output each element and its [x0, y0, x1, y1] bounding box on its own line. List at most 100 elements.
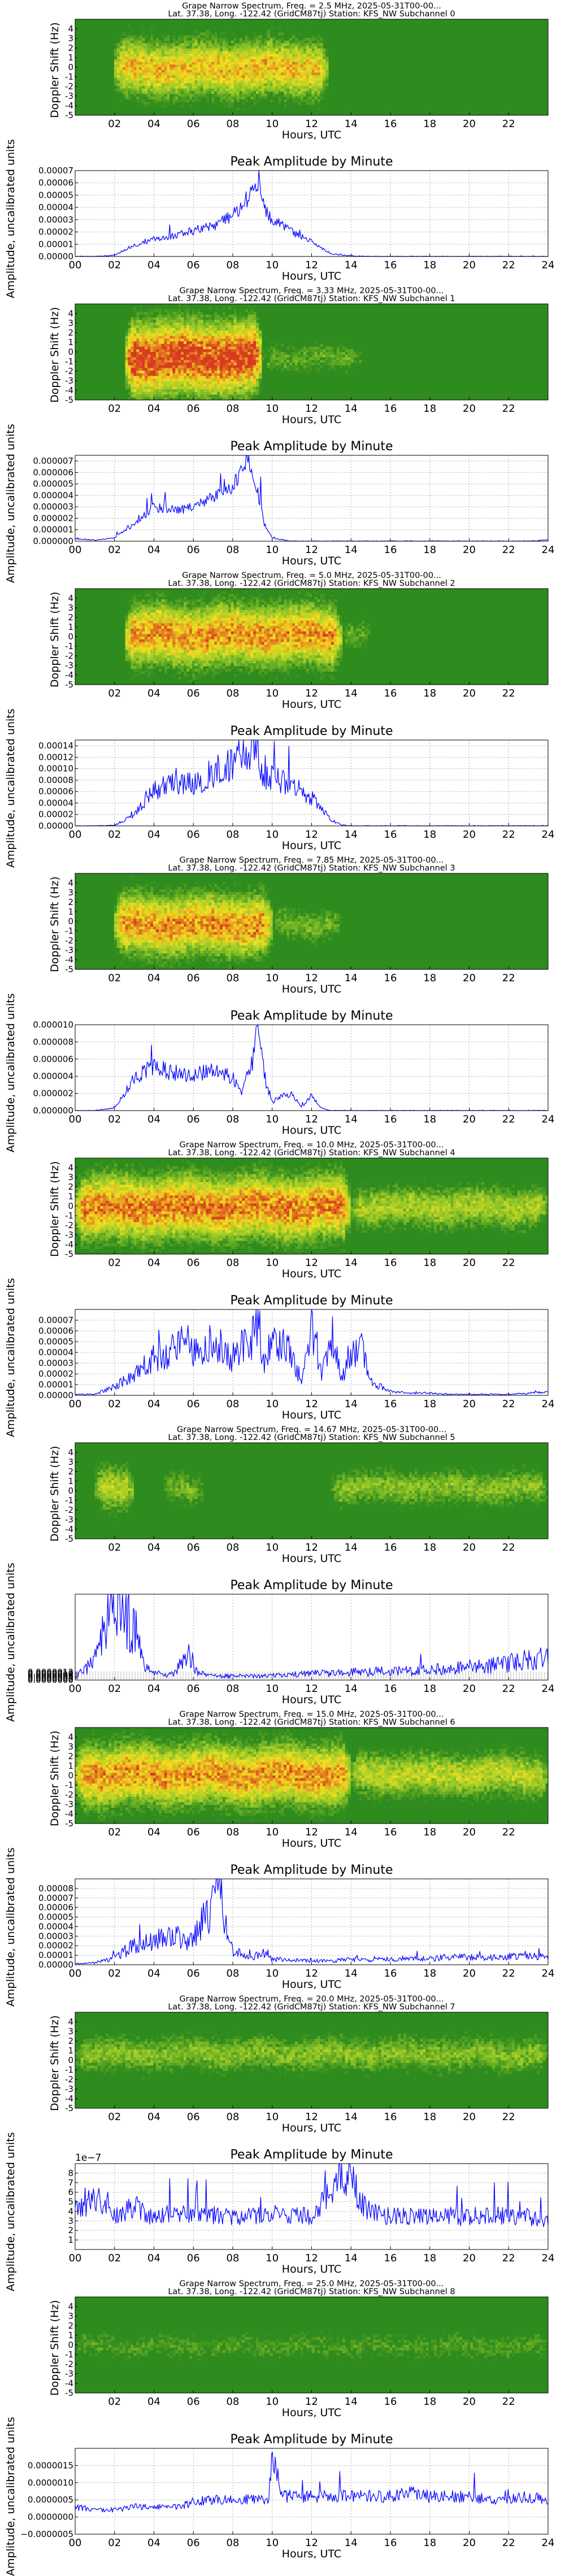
- spectrogram-xtick-label: 22: [502, 1542, 515, 1554]
- spectrogram-xtick-label: 04: [147, 118, 160, 130]
- spectrogram-xtick-label: 04: [147, 1542, 160, 1554]
- amplitude-xtick-label: 06: [187, 2252, 200, 2264]
- spectrogram-xtick-label: 14: [345, 972, 358, 984]
- spectrogram-xtick-label: 04: [147, 2111, 160, 2123]
- spectrogram-ytick-label: -2: [65, 81, 73, 92]
- amplitude-ytick-label: 0.00002: [38, 227, 73, 237]
- amplitude-ytick-label: 0.00004: [38, 202, 73, 212]
- amplitude-xtick-label: 02: [108, 1968, 121, 1979]
- amplitude-ytick-label: 0.00005: [38, 1912, 73, 1922]
- amplitude-xtick-label: 16: [384, 1398, 397, 1410]
- amplitude-xtick-label: 24: [542, 829, 555, 841]
- amplitude-ytick-label: 0.0000000: [28, 2512, 73, 2522]
- amplitude-xtick-label: 22: [502, 829, 515, 841]
- spectrogram-ytick-label: 2: [68, 2321, 73, 2331]
- amplitude-xlabel: Hours, UTC: [75, 839, 548, 852]
- spectrogram-xtick-label: 06: [187, 687, 200, 699]
- amplitude-ytick-label: 0.00002: [38, 1940, 73, 1951]
- spectrogram-xtick-label: 04: [147, 972, 160, 984]
- spectrogram-ytick-label: 3: [68, 2026, 73, 2037]
- spectrogram-xtick-label: 12: [305, 1826, 318, 1838]
- spectrogram-xtick-label: 18: [423, 2111, 436, 2123]
- spectrogram-ytick-label: 0: [68, 632, 73, 642]
- amplitude-xtick-label: 06: [187, 2537, 200, 2549]
- spectrogram-ytick-label: 4: [68, 1163, 73, 1173]
- amplitude-xtick-label: 02: [108, 259, 121, 271]
- spectrogram-ytick-label: -1: [65, 641, 73, 651]
- spectrogram-ytick-label: 1: [68, 1476, 73, 1486]
- amplitude-xtick-label: 04: [147, 1113, 160, 1125]
- amplitude-xtick-label: 00: [69, 544, 82, 556]
- spectrogram-ytick-label: -3: [65, 1230, 73, 1240]
- spectrogram-ytick-label: -5: [65, 110, 73, 120]
- spectrogram-ytick-label: -1: [65, 1780, 73, 1790]
- amplitude-xtick-label: 12: [305, 829, 318, 841]
- spectrogram-ytick-label: 2: [68, 1751, 73, 1761]
- spectrogram-ytick-label: -1: [65, 2065, 73, 2075]
- spectrogram-xtick-label: 10: [266, 972, 279, 984]
- amplitude-xtick-label: 14: [345, 1113, 358, 1125]
- amplitude-xtick-label: 12: [305, 2252, 318, 2264]
- spectrogram-xtick-label: 06: [187, 1257, 200, 1269]
- spectrogram-xlabel: Hours, UTC: [75, 698, 548, 711]
- spectrogram-xtick-label: 08: [227, 403, 240, 415]
- spectrogram-ytick-label: 4: [68, 593, 73, 603]
- amplitude-xtick-label: 10: [266, 259, 279, 271]
- amplitude-xtick-label: 06: [187, 1113, 200, 1125]
- amplitude-xtick-label: 04: [147, 1683, 160, 1695]
- amplitude-xlabel: Hours, UTC: [75, 1409, 548, 1421]
- spectrogram-ytick-label: -2: [65, 1505, 73, 1515]
- amplitude-xtick-label: 14: [345, 259, 358, 271]
- amplitude-xtick-label: 18: [423, 2537, 436, 2549]
- spectrogram-xtick-label: 16: [384, 403, 397, 415]
- spectrogram-ytick-label: -2: [65, 1790, 73, 1800]
- spectrogram-ytick-label: -3: [65, 1799, 73, 1809]
- amplitude-svg: 0.00000000.00000020.00000040.00000060.00…: [0, 1577, 565, 1707]
- amplitude-xtick-label: 02: [108, 829, 121, 841]
- spectrogram-xtick-label: 20: [463, 972, 476, 984]
- spectrogram-xlabel: Hours, UTC: [75, 414, 548, 426]
- spectrogram-ytick-label: -4: [65, 2378, 73, 2388]
- amplitude-ytick-label: 0.00006: [38, 1326, 73, 1336]
- spectrogram-xtick-label: 08: [227, 2111, 240, 2123]
- spectrogram-ytick-label: 2: [68, 612, 73, 623]
- spectrogram-xtick-label: 20: [463, 118, 476, 130]
- spectrogram-ytick-label: -2: [65, 1220, 73, 1230]
- spectrogram-ytick-label: -4: [65, 2094, 73, 2104]
- spectrogram-ytick-label: 4: [68, 2301, 73, 2312]
- spectrogram-ytick-label: 1: [68, 1191, 73, 1202]
- spectrogram-ytick-label: 4: [68, 2017, 73, 2027]
- amplitude-xtick-label: 10: [266, 1398, 279, 1410]
- spectrogram-ytick-label: 3: [68, 1172, 73, 1182]
- amplitude-xtick-label: 12: [305, 1683, 318, 1695]
- amplitude-xtick-label: 16: [384, 1113, 397, 1125]
- amplitude-xtick-label: 02: [108, 1113, 121, 1125]
- amplitude-xtick-label: 06: [187, 1968, 200, 1979]
- amplitude-xtick-label: 10: [266, 1113, 279, 1125]
- spectrogram-ytick-label: -1: [65, 926, 73, 936]
- amplitude-ytick-label: 0.00007: [38, 166, 73, 176]
- spectrogram-xtick-label: 10: [266, 118, 279, 130]
- spectrogram-xtick-label: 18: [423, 2396, 436, 2408]
- amplitude-ytick-label: 0.00010: [38, 764, 73, 774]
- spectrogram-xtick-label: 16: [384, 1542, 397, 1554]
- spectrogram-xtick-label: 16: [384, 687, 397, 699]
- amplitude-xtick-label: 14: [345, 1398, 358, 1410]
- amplitude-xtick-label: 00: [69, 1113, 82, 1125]
- spectrogram-ytick-label: -5: [65, 1249, 73, 1259]
- spectrogram-panel: Grape Narrow Spectrum, Freq. = 7.85 MHz,…: [0, 854, 565, 1007]
- amplitude-ytick-label: 0.0000010: [28, 2478, 73, 2488]
- spectrogram-panel: Grape Narrow Spectrum, Freq. = 3.33 MHz,…: [0, 285, 565, 437]
- spectrogram-xtick-label: 04: [147, 687, 160, 699]
- spectrogram-ytick-label: 0: [68, 2340, 73, 2350]
- amplitude-xtick-label: 24: [542, 1398, 555, 1410]
- spectrogram-ytick-label: -5: [65, 395, 73, 405]
- spectrogram-ytick-label: 1: [68, 1761, 73, 1771]
- amplitude-ytick-label: 4: [68, 2206, 73, 2216]
- spectrogram-ytick-label: -4: [65, 1239, 73, 1250]
- spectrogram-ytick-label: -1: [65, 1211, 73, 1221]
- spectrogram-ytick-label: 1: [68, 2330, 73, 2340]
- spectrogram-xlabel: Hours, UTC: [75, 129, 548, 141]
